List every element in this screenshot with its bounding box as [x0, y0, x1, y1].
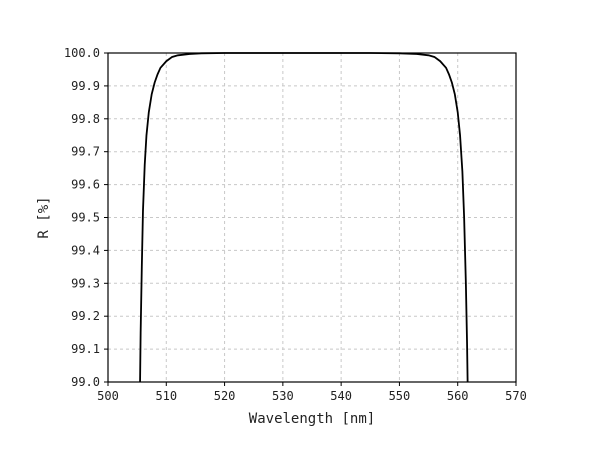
y-tick-label: 99.5: [71, 211, 100, 225]
y-tick-label: 99.0: [71, 375, 100, 389]
x-tick-labels: 500 510 520 530 540 550 560 570: [97, 389, 527, 403]
x-tick-label: 530: [272, 389, 294, 403]
x-tick-label: 570: [505, 389, 527, 403]
y-tick-label: 99.7: [71, 145, 100, 159]
y-tick-labels: 99.0 99.1 99.2 99.3 99.4 99.5 99.6 99.7 99.8 99.9…: [64, 46, 100, 389]
axis-ticks: [104, 52, 517, 386]
y-tick-label: 99.9: [71, 79, 100, 93]
y-tick-label: 99.4: [71, 243, 100, 257]
x-tick-label: 500: [97, 389, 119, 403]
x-tick-label: 540: [330, 389, 352, 403]
y-tick-label: 99.8: [71, 112, 100, 126]
y-axis-title: R [%]: [36, 196, 52, 238]
reflectance-series-line: [139, 52, 469, 383]
x-axis-title: Wavelength [nm]: [249, 411, 375, 427]
y-tick-label: 99.1: [71, 342, 100, 356]
y-tick-label: 100.0: [64, 46, 100, 60]
x-tick-label: 550: [389, 389, 411, 403]
y-tick-label: 99.3: [71, 276, 100, 290]
grid-lines: [108, 53, 516, 382]
x-tick-label: 560: [447, 389, 469, 403]
y-tick-label: 99.6: [71, 178, 100, 192]
x-tick-label: 520: [214, 389, 236, 403]
series-layer: [139, 52, 469, 383]
x-tick-label: 510: [155, 389, 177, 403]
y-tick-label: 99.2: [71, 309, 100, 323]
